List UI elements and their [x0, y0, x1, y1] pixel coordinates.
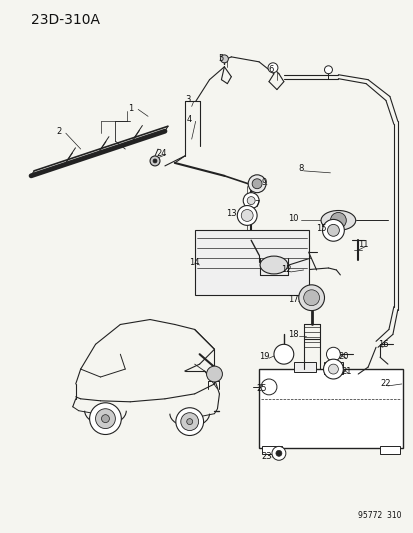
Text: 8: 8: [297, 164, 303, 173]
Circle shape: [267, 63, 277, 72]
Text: 16: 16: [377, 340, 387, 349]
Circle shape: [330, 213, 345, 228]
Circle shape: [247, 197, 254, 205]
Text: 21: 21: [340, 367, 351, 376]
Circle shape: [298, 285, 324, 311]
Circle shape: [271, 447, 285, 461]
Text: 15: 15: [316, 224, 326, 233]
Bar: [293, 362, 315, 372]
Ellipse shape: [320, 211, 355, 230]
Text: 3: 3: [185, 95, 190, 104]
Circle shape: [252, 179, 261, 189]
Circle shape: [303, 290, 319, 305]
Circle shape: [95, 409, 115, 429]
Circle shape: [206, 366, 222, 382]
Bar: [194, 230, 308, 295]
Text: 24: 24: [157, 149, 167, 158]
Text: 23: 23: [261, 452, 272, 461]
Text: 19: 19: [258, 352, 268, 361]
Circle shape: [89, 403, 121, 434]
Text: 11: 11: [357, 240, 368, 249]
Bar: [259, 369, 402, 448]
Text: 95772  310: 95772 310: [357, 511, 401, 520]
Circle shape: [176, 408, 203, 435]
Circle shape: [101, 415, 109, 423]
Bar: [323, 362, 342, 374]
Circle shape: [322, 220, 344, 241]
Text: 1: 1: [127, 104, 133, 113]
Circle shape: [261, 379, 276, 395]
Circle shape: [153, 159, 157, 163]
Circle shape: [241, 209, 252, 221]
Circle shape: [323, 359, 342, 379]
Text: 23D-310A: 23D-310A: [31, 13, 100, 27]
Text: 25: 25: [256, 384, 267, 393]
Circle shape: [324, 66, 332, 74]
Text: 5: 5: [218, 54, 223, 63]
Circle shape: [180, 413, 198, 431]
Circle shape: [326, 348, 339, 361]
Circle shape: [243, 192, 259, 208]
Text: 22: 22: [380, 379, 390, 389]
Bar: [379, 447, 399, 454]
Text: 7: 7: [254, 200, 259, 209]
Circle shape: [220, 55, 228, 63]
Circle shape: [186, 418, 192, 425]
Ellipse shape: [259, 256, 287, 274]
Text: 2: 2: [56, 127, 62, 136]
Text: 14: 14: [189, 257, 199, 266]
Text: 10: 10: [288, 214, 298, 223]
Circle shape: [327, 224, 339, 236]
Text: 20: 20: [337, 352, 348, 361]
Text: 9: 9: [261, 178, 266, 187]
Circle shape: [150, 156, 159, 166]
Bar: [261, 447, 281, 454]
Circle shape: [247, 175, 266, 192]
Text: 17: 17: [288, 295, 298, 304]
Text: 12: 12: [281, 265, 292, 274]
Circle shape: [328, 364, 337, 374]
Text: 13: 13: [225, 209, 236, 218]
Circle shape: [275, 450, 281, 456]
Circle shape: [273, 344, 293, 364]
Circle shape: [237, 206, 256, 225]
Text: 18: 18: [288, 330, 298, 339]
Text: 4: 4: [187, 115, 192, 124]
Text: 6: 6: [268, 65, 273, 74]
